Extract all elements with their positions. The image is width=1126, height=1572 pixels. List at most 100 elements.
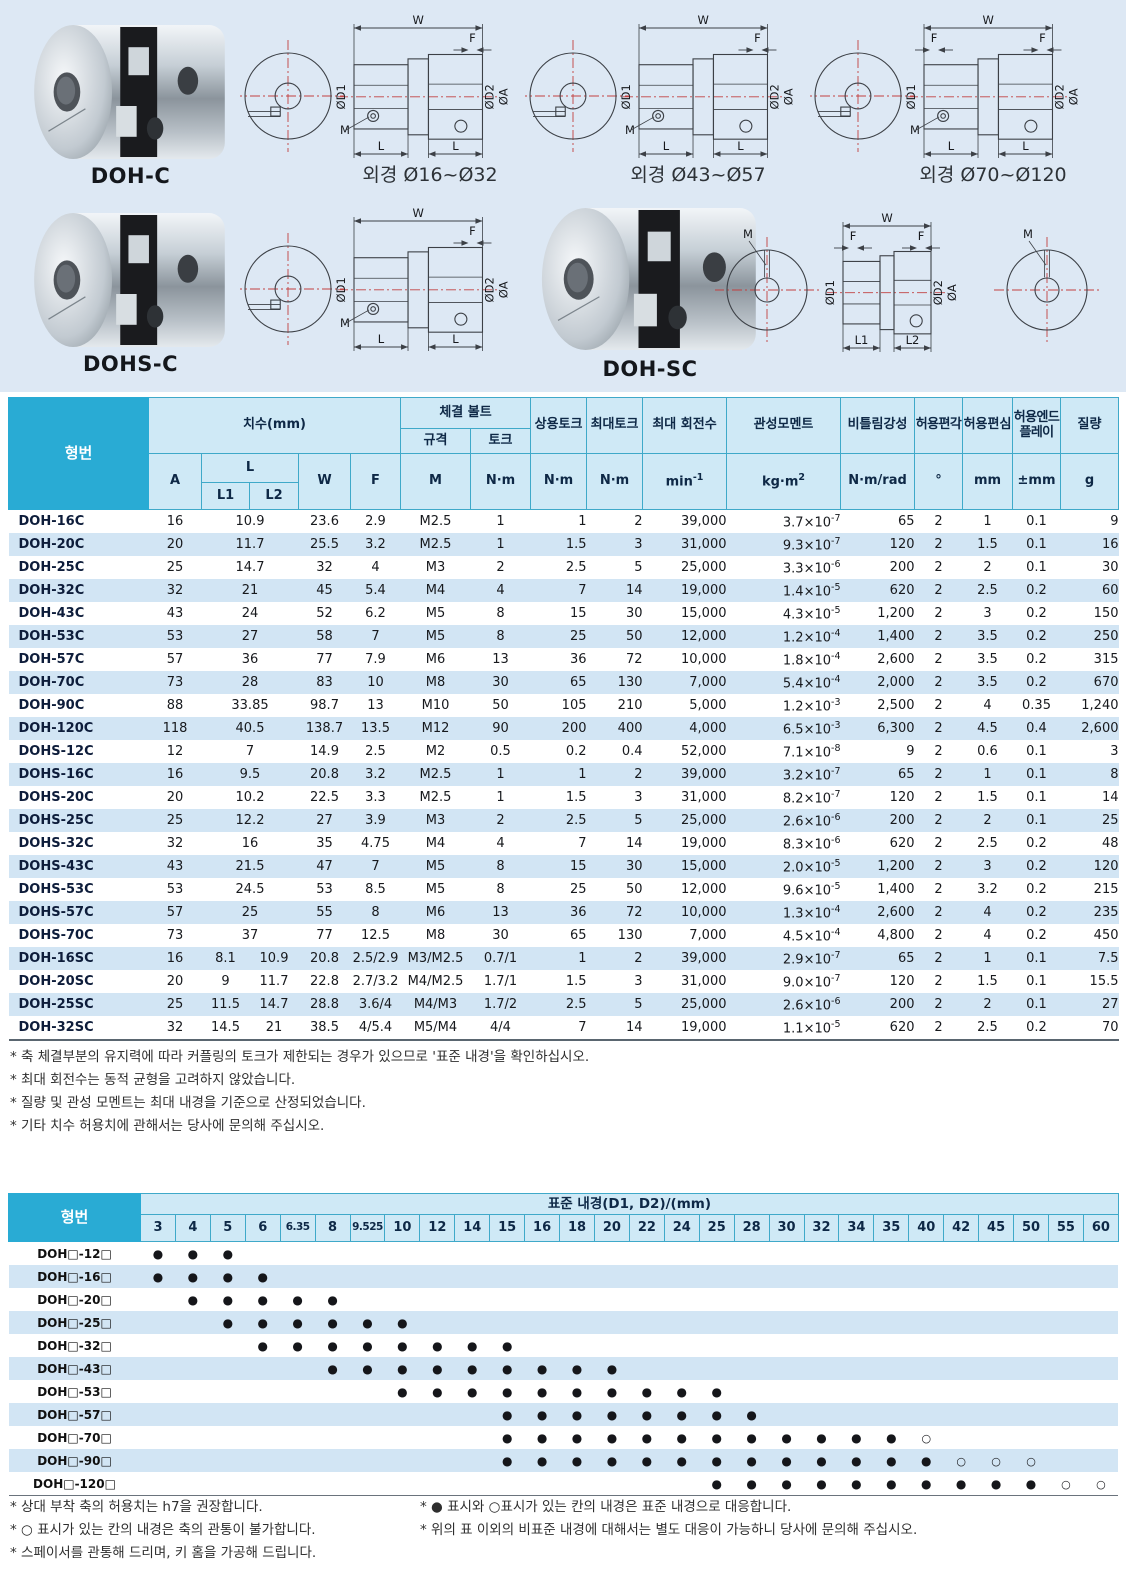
note-line: * ○ 표시가 있는 칸의 내경은 축의 관통이 불가합니다. bbox=[10, 1522, 316, 1538]
unit-rated-nm: N·m bbox=[530, 453, 587, 510]
spec-row: DOHS-57C 57 25 55 8 M6 13 36 72 10,000 1.3×10-4 2,6… bbox=[8, 901, 1119, 924]
model-cell: DOHS-25C bbox=[18, 813, 94, 828]
bore-cell-empty bbox=[141, 1426, 176, 1449]
model-cell: DOH-53C bbox=[18, 629, 85, 644]
cell-w: 52 bbox=[316, 606, 333, 621]
cell-inertia: 2.9×10-7 bbox=[782, 949, 841, 968]
bore-dot-filled: ● bbox=[501, 1453, 513, 1468]
bore-cell-empty bbox=[1014, 1265, 1049, 1288]
bore-col-8: 8 bbox=[314, 1214, 351, 1242]
svg-text:F: F bbox=[918, 229, 925, 243]
bore-cell-empty bbox=[769, 1403, 804, 1426]
cell-rated: 1.5 bbox=[565, 790, 587, 805]
cell-par: 3 bbox=[983, 859, 992, 874]
spec-row: DOHS-25C 25 12.2 27 3.9 M3 2 2.5 5 25,000 2.6×10-6… bbox=[8, 809, 1119, 832]
cell-tq: 13 bbox=[492, 652, 509, 667]
bore-cell-empty bbox=[629, 1288, 664, 1311]
unit-angle: ° bbox=[914, 453, 963, 510]
bore-cell-empty bbox=[804, 1242, 839, 1266]
bore-dot-filled: ● bbox=[606, 1384, 618, 1399]
cell-speed: 39,000 bbox=[681, 514, 727, 529]
bore-dot-filled: ● bbox=[397, 1384, 408, 1399]
cell-rated: 2.5 bbox=[565, 997, 587, 1012]
bore-dot-filled: ● bbox=[536, 1384, 548, 1399]
svg-text:L2: L2 bbox=[906, 333, 920, 347]
bore-cell-empty bbox=[734, 1265, 769, 1288]
cell-f: 7 bbox=[371, 859, 380, 874]
cell-rated: 1 bbox=[578, 767, 587, 782]
header-parallel: 허용편심 bbox=[962, 397, 1013, 454]
drawing-dohs-c: W F ØD1 ØD2 ØA L L M bbox=[232, 205, 525, 364]
spec-row: DOH-90C 88 33.85 98.7 13 M10 50 105 210 5,000 1.2×… bbox=[9, 694, 1119, 717]
bore-cell-empty bbox=[455, 1426, 490, 1449]
cell-end: 0.1 bbox=[1026, 514, 1047, 529]
cell-m: M12 bbox=[421, 721, 450, 736]
cell-stiff: 1,200 bbox=[877, 859, 915, 874]
cell-end: 0.2 bbox=[1026, 652, 1047, 667]
bore-cell-empty bbox=[769, 1242, 804, 1266]
bore-cell-empty bbox=[245, 1449, 280, 1472]
cell-par: 4 bbox=[983, 928, 992, 943]
model-cell: DOH□-120□ bbox=[33, 1476, 116, 1491]
spec-row: DOH-120C 118 40.5 138.7 13.5 M12 90 200 400 4,000… bbox=[8, 717, 1119, 740]
bore-cell-empty bbox=[1083, 1311, 1118, 1334]
bore-cell-empty bbox=[420, 1311, 455, 1334]
bore-cell-empty bbox=[734, 1288, 769, 1311]
cell-ang: 2 bbox=[934, 836, 943, 851]
cell-m: M2.5 bbox=[419, 767, 452, 782]
model-cell: DOH□-53□ bbox=[37, 1384, 112, 1399]
cell-stiff: 6,300 bbox=[877, 721, 915, 736]
bore-dot-filled: ● bbox=[571, 1430, 583, 1445]
bore-cell-empty bbox=[629, 1265, 664, 1288]
bore-dot-filled: ● bbox=[571, 1361, 583, 1376]
cell-f: 4.75 bbox=[361, 836, 390, 851]
cell-mass: 250 bbox=[1093, 629, 1119, 644]
cell-l1: 33.85 bbox=[231, 698, 269, 713]
bore-col-34: 34 bbox=[838, 1214, 875, 1242]
header-max-speed: 최대 회전수 bbox=[642, 397, 727, 454]
bore-dot-filled: ● bbox=[152, 1246, 164, 1261]
model-cell: DOH□-16□ bbox=[37, 1269, 112, 1284]
bore-cell-empty bbox=[979, 1265, 1014, 1288]
bore-cell-empty bbox=[979, 1380, 1014, 1403]
bore-dot-filled: ● bbox=[676, 1384, 688, 1399]
bore-dot-filled: ● bbox=[362, 1361, 373, 1376]
cell-tq: 4/4 bbox=[490, 1020, 511, 1035]
bore-cell-empty bbox=[385, 1403, 420, 1426]
bore-cell-empty bbox=[594, 1265, 629, 1288]
cell-f: 2.5/2.9 bbox=[352, 951, 399, 966]
spec-row: DOH-32SC 32 14.5 21 38.5 4/5.4 M5/M4 4/4 7 14 19,0… bbox=[9, 1016, 1119, 1040]
bore-cell-empty bbox=[664, 1334, 699, 1357]
bore-cell-empty bbox=[350, 1403, 385, 1426]
bore-dot-filled: ● bbox=[851, 1476, 862, 1491]
cell-end: 0.2 bbox=[1026, 675, 1047, 690]
bore-cell-empty bbox=[1014, 1311, 1049, 1334]
bore-cell-empty bbox=[944, 1334, 979, 1357]
bore-dot-filled: ● bbox=[327, 1315, 338, 1330]
cell-mass: 14 bbox=[1101, 790, 1119, 805]
model-cell: DOH-16SC bbox=[18, 951, 94, 966]
cell-l1: 9 bbox=[221, 974, 230, 989]
cell-max: 2 bbox=[634, 767, 643, 782]
note-line: * 위의 표 이외의 비표준 내경에 대해서는 별도 대응이 가능하니 당사에 … bbox=[420, 1522, 918, 1538]
cell-l1: 10.9 bbox=[235, 514, 265, 529]
cell-a: 43 bbox=[166, 606, 184, 621]
cell-l1: 36 bbox=[241, 652, 259, 667]
cell-stiff: 4,800 bbox=[877, 928, 915, 943]
unit-speed: min-1 bbox=[642, 453, 727, 510]
cell-speed: 10,000 bbox=[681, 652, 727, 667]
bore-dot-filled: ● bbox=[152, 1269, 164, 1284]
bore-cell-empty bbox=[1048, 1426, 1083, 1449]
bore-cell-empty bbox=[1014, 1357, 1049, 1380]
bore-cell-empty bbox=[175, 1311, 210, 1334]
cell-speed: 4,000 bbox=[689, 721, 727, 736]
bore-cell-empty bbox=[175, 1449, 210, 1472]
unit-f: F bbox=[350, 453, 401, 510]
bore-dot-open: ○ bbox=[956, 1454, 966, 1468]
spec-row: DOH-53C 53 27 58 7 M5 8 25 50 12,000 1.2×10-4 1,400… bbox=[8, 625, 1119, 648]
cell-par: 3.2 bbox=[977, 882, 998, 897]
cell-end: 0.2 bbox=[1026, 1020, 1047, 1035]
bore-row: DOH□-25□ ● ● ● ● ● ● bbox=[8, 1311, 1119, 1334]
bore-dot-filled: ● bbox=[711, 1476, 722, 1491]
bore-col-60: 60 bbox=[1082, 1214, 1119, 1242]
